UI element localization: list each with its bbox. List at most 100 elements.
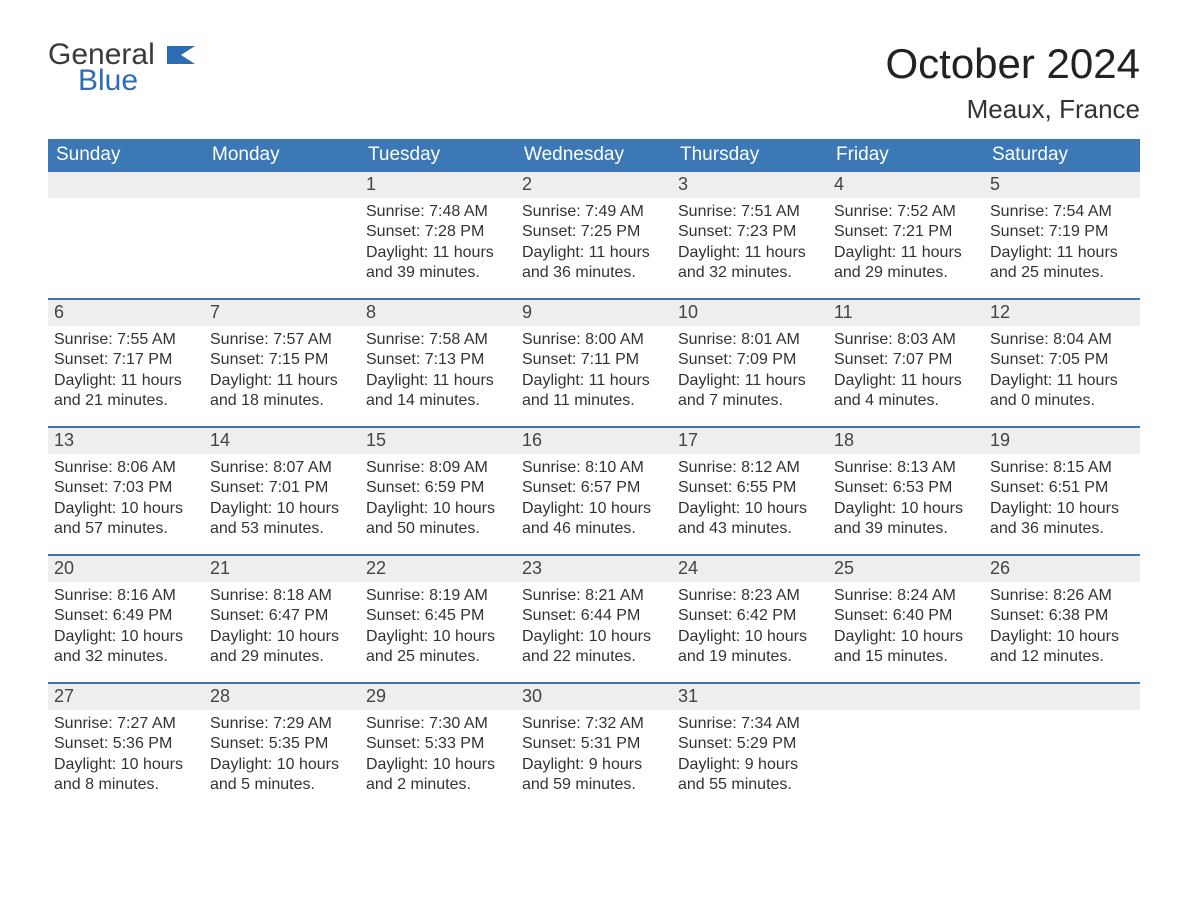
sunset-line: Sunset: 6:38 PM	[990, 606, 1134, 626]
weeks-container: 1Sunrise: 7:48 AMSunset: 7:28 PMDaylight…	[48, 172, 1140, 810]
day-cell: 5Sunrise: 7:54 AMSunset: 7:19 PMDaylight…	[984, 172, 1140, 298]
day-number: 11	[828, 300, 984, 326]
day-number: 4	[828, 172, 984, 198]
day-number: 29	[360, 684, 516, 710]
sunrise-line: Sunrise: 8:19 AM	[366, 586, 510, 606]
daylight-line: Daylight: 10 hours and 15 minutes.	[834, 627, 978, 668]
day-body: Sunrise: 7:34 AMSunset: 5:29 PMDaylight:…	[672, 710, 828, 802]
daylight-line: Daylight: 10 hours and 2 minutes.	[366, 755, 510, 796]
sunset-line: Sunset: 6:42 PM	[678, 606, 822, 626]
week-row: 6Sunrise: 7:55 AMSunset: 7:17 PMDaylight…	[48, 298, 1140, 426]
day-number: 28	[204, 684, 360, 710]
sunset-line: Sunset: 7:05 PM	[990, 350, 1134, 370]
day-of-week-cell: Saturday	[984, 139, 1140, 172]
sunset-line: Sunset: 6:51 PM	[990, 478, 1134, 498]
day-cell: 15Sunrise: 8:09 AMSunset: 6:59 PMDayligh…	[360, 428, 516, 554]
daylight-line: Daylight: 11 hours and 4 minutes.	[834, 371, 978, 412]
daylight-line: Daylight: 10 hours and 57 minutes.	[54, 499, 198, 540]
sunset-line: Sunset: 5:36 PM	[54, 734, 198, 754]
day-number	[204, 172, 360, 198]
sunset-line: Sunset: 6:59 PM	[366, 478, 510, 498]
sunrise-line: Sunrise: 7:27 AM	[54, 714, 198, 734]
sunrise-line: Sunrise: 8:12 AM	[678, 458, 822, 478]
daylight-line: Daylight: 11 hours and 21 minutes.	[54, 371, 198, 412]
day-body: Sunrise: 8:00 AMSunset: 7:11 PMDaylight:…	[516, 326, 672, 418]
sunset-line: Sunset: 7:28 PM	[366, 222, 510, 242]
day-number: 24	[672, 556, 828, 582]
day-body: Sunrise: 8:10 AMSunset: 6:57 PMDaylight:…	[516, 454, 672, 546]
sunrise-line: Sunrise: 7:48 AM	[366, 202, 510, 222]
daylight-line: Daylight: 11 hours and 39 minutes.	[366, 243, 510, 284]
day-cell: 6Sunrise: 7:55 AMSunset: 7:17 PMDaylight…	[48, 300, 204, 426]
day-body: Sunrise: 8:23 AMSunset: 6:42 PMDaylight:…	[672, 582, 828, 674]
day-cell: 11Sunrise: 8:03 AMSunset: 7:07 PMDayligh…	[828, 300, 984, 426]
sunrise-line: Sunrise: 8:09 AM	[366, 458, 510, 478]
sunrise-line: Sunrise: 7:58 AM	[366, 330, 510, 350]
sunrise-line: Sunrise: 8:03 AM	[834, 330, 978, 350]
daylight-line: Daylight: 9 hours and 59 minutes.	[522, 755, 666, 796]
day-body: Sunrise: 7:30 AMSunset: 5:33 PMDaylight:…	[360, 710, 516, 802]
day-cell: 31Sunrise: 7:34 AMSunset: 5:29 PMDayligh…	[672, 684, 828, 810]
day-of-week-cell: Thursday	[672, 139, 828, 172]
day-number	[828, 684, 984, 710]
day-number: 6	[48, 300, 204, 326]
day-cell	[984, 684, 1140, 810]
day-cell: 13Sunrise: 8:06 AMSunset: 7:03 PMDayligh…	[48, 428, 204, 554]
sunrise-line: Sunrise: 7:49 AM	[522, 202, 666, 222]
day-body	[828, 710, 984, 720]
day-cell: 29Sunrise: 7:30 AMSunset: 5:33 PMDayligh…	[360, 684, 516, 810]
daylight-line: Daylight: 10 hours and 50 minutes.	[366, 499, 510, 540]
sunset-line: Sunset: 7:15 PM	[210, 350, 354, 370]
day-number	[984, 684, 1140, 710]
day-body: Sunrise: 7:52 AMSunset: 7:21 PMDaylight:…	[828, 198, 984, 290]
day-number: 25	[828, 556, 984, 582]
day-number: 10	[672, 300, 828, 326]
sunset-line: Sunset: 5:31 PM	[522, 734, 666, 754]
sunrise-line: Sunrise: 7:52 AM	[834, 202, 978, 222]
day-cell: 25Sunrise: 8:24 AMSunset: 6:40 PMDayligh…	[828, 556, 984, 682]
sunrise-line: Sunrise: 7:29 AM	[210, 714, 354, 734]
day-body	[984, 710, 1140, 720]
sunrise-line: Sunrise: 8:01 AM	[678, 330, 822, 350]
daylight-line: Daylight: 10 hours and 39 minutes.	[834, 499, 978, 540]
daylight-line: Daylight: 10 hours and 5 minutes.	[210, 755, 354, 796]
day-cell: 28Sunrise: 7:29 AMSunset: 5:35 PMDayligh…	[204, 684, 360, 810]
day-cell: 30Sunrise: 7:32 AMSunset: 5:31 PMDayligh…	[516, 684, 672, 810]
sunset-line: Sunset: 5:33 PM	[366, 734, 510, 754]
day-cell: 17Sunrise: 8:12 AMSunset: 6:55 PMDayligh…	[672, 428, 828, 554]
daylight-line: Daylight: 9 hours and 55 minutes.	[678, 755, 822, 796]
daylight-line: Daylight: 10 hours and 46 minutes.	[522, 499, 666, 540]
sunset-line: Sunset: 7:21 PM	[834, 222, 978, 242]
sunset-line: Sunset: 6:55 PM	[678, 478, 822, 498]
sunset-line: Sunset: 7:01 PM	[210, 478, 354, 498]
day-body: Sunrise: 8:12 AMSunset: 6:55 PMDaylight:…	[672, 454, 828, 546]
daylight-line: Daylight: 10 hours and 53 minutes.	[210, 499, 354, 540]
day-cell	[48, 172, 204, 298]
day-cell: 7Sunrise: 7:57 AMSunset: 7:15 PMDaylight…	[204, 300, 360, 426]
day-number: 31	[672, 684, 828, 710]
day-cell: 1Sunrise: 7:48 AMSunset: 7:28 PMDaylight…	[360, 172, 516, 298]
sunrise-line: Sunrise: 7:32 AM	[522, 714, 666, 734]
sunrise-line: Sunrise: 8:15 AM	[990, 458, 1134, 478]
week-row: 27Sunrise: 7:27 AMSunset: 5:36 PMDayligh…	[48, 682, 1140, 810]
daylight-line: Daylight: 10 hours and 29 minutes.	[210, 627, 354, 668]
sunset-line: Sunset: 7:25 PM	[522, 222, 666, 242]
day-cell: 27Sunrise: 7:27 AMSunset: 5:36 PMDayligh…	[48, 684, 204, 810]
day-number: 20	[48, 556, 204, 582]
day-body: Sunrise: 7:49 AMSunset: 7:25 PMDaylight:…	[516, 198, 672, 290]
day-of-week-cell: Monday	[204, 139, 360, 172]
sunrise-line: Sunrise: 7:57 AM	[210, 330, 354, 350]
sunset-line: Sunset: 5:29 PM	[678, 734, 822, 754]
day-cell: 24Sunrise: 8:23 AMSunset: 6:42 PMDayligh…	[672, 556, 828, 682]
day-cell: 21Sunrise: 8:18 AMSunset: 6:47 PMDayligh…	[204, 556, 360, 682]
day-number: 18	[828, 428, 984, 454]
week-row: 1Sunrise: 7:48 AMSunset: 7:28 PMDaylight…	[48, 172, 1140, 298]
day-number: 14	[204, 428, 360, 454]
sunset-line: Sunset: 6:49 PM	[54, 606, 198, 626]
day-cell: 9Sunrise: 8:00 AMSunset: 7:11 PMDaylight…	[516, 300, 672, 426]
day-cell: 18Sunrise: 8:13 AMSunset: 6:53 PMDayligh…	[828, 428, 984, 554]
daylight-line: Daylight: 11 hours and 18 minutes.	[210, 371, 354, 412]
sunrise-line: Sunrise: 8:00 AM	[522, 330, 666, 350]
daylight-line: Daylight: 11 hours and 0 minutes.	[990, 371, 1134, 412]
day-of-week-cell: Friday	[828, 139, 984, 172]
